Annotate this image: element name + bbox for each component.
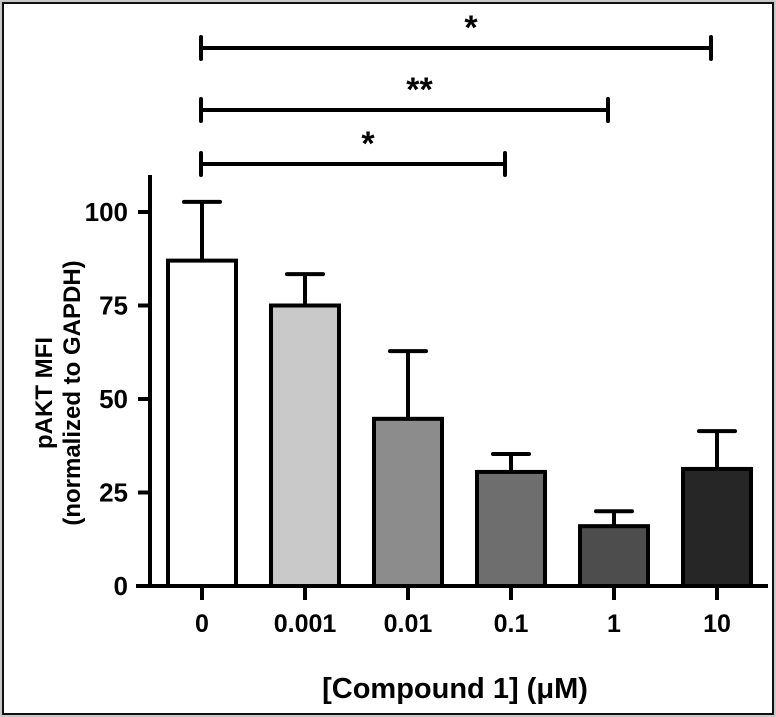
significance-bracket: * — [199, 9, 713, 61]
bar-0.1 — [475, 469, 547, 588]
y-tick-label: 50 — [99, 384, 128, 414]
x-tick-label: 0.1 — [494, 610, 529, 638]
x-tick-label: 0.01 — [384, 610, 433, 638]
x-axis-title: [Compound 1] (μM) — [322, 673, 588, 705]
y-tick-label: 25 — [99, 478, 128, 508]
significance-label: * — [464, 9, 478, 47]
bars — [166, 199, 753, 588]
bar-0.001 — [269, 303, 341, 588]
y-tick-label: 100 — [85, 197, 128, 227]
x-tick-label: 0 — [195, 610, 209, 638]
y-axis-title-line1: pAKT MFI — [31, 337, 58, 449]
y-axis-title-line2: (normalized to GAPDH) — [59, 260, 86, 525]
bar-0.01 — [372, 416, 444, 588]
axes — [136, 175, 768, 588]
y-tick-label: 0 — [114, 571, 128, 601]
bar-10 — [681, 466, 753, 588]
significance-label: * — [361, 125, 375, 163]
bar-1 — [578, 524, 650, 588]
significance-brackets: **** — [199, 9, 713, 177]
x-tick-label: 0.001 — [274, 610, 337, 638]
significance-bracket: ** — [199, 71, 610, 123]
significance-bracket: * — [199, 125, 507, 177]
bar-0 — [166, 258, 238, 588]
y-tick-label: 75 — [99, 291, 128, 321]
x-ticks: 0 0.001 0.01 0.1 1 10 — [195, 586, 731, 638]
x-tick-label: 1 — [607, 610, 621, 638]
y-ticks: 0 25 50 75 100 — [85, 197, 150, 601]
significance-label: ** — [406, 71, 433, 109]
x-tick-label: 10 — [703, 610, 731, 638]
